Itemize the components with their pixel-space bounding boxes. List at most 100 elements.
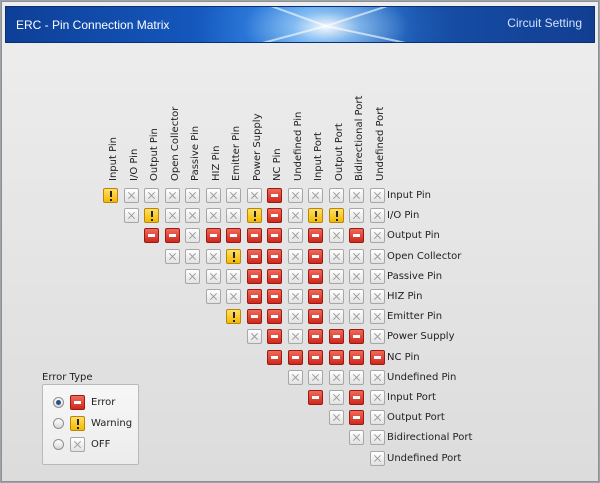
matrix-cell-error[interactable] xyxy=(308,329,323,345)
matrix-cell-error[interactable] xyxy=(349,390,364,405)
matrix-cell-error[interactable] xyxy=(267,289,282,304)
matrix-cell-off[interactable] xyxy=(205,188,221,203)
matrix-cell-off[interactable] xyxy=(328,289,344,304)
matrix-cell-error[interactable] xyxy=(267,228,282,244)
matrix-cell-off[interactable] xyxy=(226,289,241,304)
matrix-cell-off[interactable] xyxy=(328,248,344,264)
matrix-cell-off[interactable] xyxy=(185,208,200,224)
matrix-cell-off[interactable] xyxy=(287,369,303,385)
matrix-cell-off[interactable] xyxy=(349,248,364,264)
matrix-cell-off[interactable] xyxy=(369,410,385,426)
radio-button[interactable] xyxy=(53,418,64,429)
matrix-cell-error[interactable] xyxy=(308,248,323,264)
matrix-cell-warning[interactable] xyxy=(226,309,241,325)
matrix-cell-error[interactable] xyxy=(267,208,282,224)
matrix-cell-off[interactable] xyxy=(246,329,262,345)
matrix-cell-off[interactable] xyxy=(205,289,221,304)
matrix-cell-error[interactable] xyxy=(369,349,385,365)
matrix-cell-off[interactable] xyxy=(287,188,303,203)
matrix-cell-error[interactable] xyxy=(246,309,262,325)
matrix-cell-error[interactable] xyxy=(246,228,262,244)
matrix-cell-off[interactable] xyxy=(349,208,364,224)
matrix-cell-error[interactable] xyxy=(226,228,241,244)
matrix-cell-off[interactable] xyxy=(369,268,385,284)
matrix-cell-error[interactable] xyxy=(308,390,323,405)
matrix-cell-off[interactable] xyxy=(328,369,344,385)
matrix-cell-off[interactable] xyxy=(144,188,159,203)
matrix-cell-off[interactable] xyxy=(205,248,221,264)
matrix-cell-error[interactable] xyxy=(349,228,364,244)
matrix-cell-off[interactable] xyxy=(349,369,364,385)
matrix-cell-off[interactable] xyxy=(328,268,344,284)
matrix-cell-error[interactable] xyxy=(349,329,364,345)
matrix-cell-off[interactable] xyxy=(123,208,139,224)
matrix-cell-off[interactable] xyxy=(369,289,385,304)
matrix-cell-off[interactable] xyxy=(369,430,385,446)
matrix-cell-error[interactable] xyxy=(308,289,323,304)
matrix-cell-error[interactable] xyxy=(308,349,323,365)
matrix-cell-warning[interactable] xyxy=(246,208,262,224)
legend-option-warning[interactable]: Warning xyxy=(53,416,138,432)
matrix-cell-off[interactable] xyxy=(349,289,364,304)
matrix-cell-off[interactable] xyxy=(349,188,364,203)
legend-option-error[interactable]: Error xyxy=(53,395,138,411)
matrix-cell-off[interactable] xyxy=(287,248,303,264)
matrix-cell-off[interactable] xyxy=(185,268,200,284)
circuit-setting-link[interactable]: Circuit Setting xyxy=(507,16,582,30)
matrix-cell-off[interactable] xyxy=(369,390,385,405)
matrix-cell-off[interactable] xyxy=(369,450,385,466)
matrix-cell-error[interactable] xyxy=(308,268,323,284)
matrix-cell-error[interactable] xyxy=(144,228,159,244)
matrix-cell-warning[interactable] xyxy=(308,208,323,224)
matrix-cell-off[interactable] xyxy=(369,369,385,385)
matrix-cell-error[interactable] xyxy=(308,309,323,325)
matrix-cell-off[interactable] xyxy=(369,329,385,345)
matrix-cell-error[interactable] xyxy=(287,349,303,365)
matrix-cell-off[interactable] xyxy=(308,188,323,203)
matrix-cell-off[interactable] xyxy=(328,390,344,405)
matrix-cell-error[interactable] xyxy=(205,228,221,244)
matrix-cell-warning[interactable] xyxy=(144,208,159,224)
matrix-cell-off[interactable] xyxy=(287,329,303,345)
matrix-cell-off[interactable] xyxy=(328,228,344,244)
matrix-cell-off[interactable] xyxy=(226,208,241,224)
matrix-cell-off[interactable] xyxy=(226,268,241,284)
matrix-cell-off[interactable] xyxy=(205,208,221,224)
matrix-cell-error[interactable] xyxy=(164,228,180,244)
matrix-cell-error[interactable] xyxy=(349,410,364,426)
matrix-cell-off[interactable] xyxy=(287,228,303,244)
matrix-cell-error[interactable] xyxy=(267,188,282,203)
matrix-cell-off[interactable] xyxy=(349,309,364,325)
matrix-cell-off[interactable] xyxy=(185,228,200,244)
matrix-cell-off[interactable] xyxy=(164,248,180,264)
matrix-cell-off[interactable] xyxy=(328,410,344,426)
matrix-cell-error[interactable] xyxy=(246,248,262,264)
matrix-cell-error[interactable] xyxy=(246,268,262,284)
matrix-cell-off[interactable] xyxy=(164,208,180,224)
matrix-cell-off[interactable] xyxy=(349,430,364,446)
matrix-cell-off[interactable] xyxy=(369,208,385,224)
matrix-cell-warning[interactable] xyxy=(103,188,118,203)
matrix-cell-off[interactable] xyxy=(164,188,180,203)
matrix-cell-error[interactable] xyxy=(267,349,282,365)
matrix-cell-off[interactable] xyxy=(185,188,200,203)
matrix-cell-off[interactable] xyxy=(287,268,303,284)
matrix-cell-off[interactable] xyxy=(328,188,344,203)
matrix-cell-error[interactable] xyxy=(246,289,262,304)
matrix-cell-off[interactable] xyxy=(369,228,385,244)
legend-option-off[interactable]: OFF xyxy=(53,437,138,453)
matrix-cell-off[interactable] xyxy=(287,289,303,304)
matrix-cell-off[interactable] xyxy=(369,248,385,264)
matrix-cell-off[interactable] xyxy=(205,268,221,284)
matrix-cell-error[interactable] xyxy=(349,349,364,365)
matrix-cell-error[interactable] xyxy=(267,248,282,264)
matrix-cell-off[interactable] xyxy=(246,188,262,203)
matrix-cell-error[interactable] xyxy=(328,329,344,345)
matrix-cell-error[interactable] xyxy=(308,228,323,244)
matrix-cell-off[interactable] xyxy=(226,188,241,203)
matrix-cell-off[interactable] xyxy=(349,268,364,284)
matrix-cell-off[interactable] xyxy=(287,208,303,224)
matrix-cell-error[interactable] xyxy=(328,349,344,365)
radio-button[interactable] xyxy=(53,397,64,408)
matrix-cell-off[interactable] xyxy=(185,248,200,264)
